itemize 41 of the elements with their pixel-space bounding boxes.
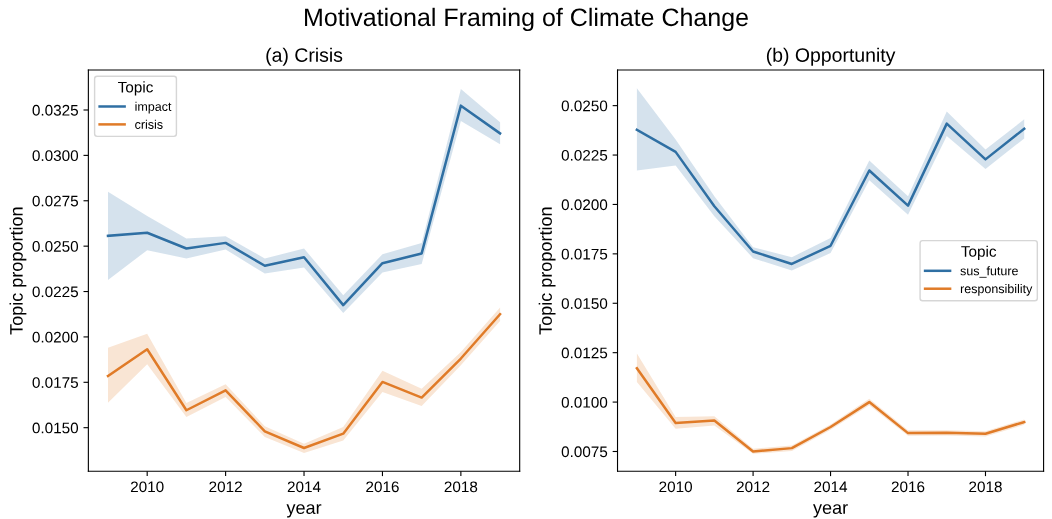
x-tick-label: 2012	[209, 481, 242, 493]
chart-title: (b) Opportunity	[766, 47, 896, 66]
y-tick-label: 0.0150	[561, 298, 608, 309]
x-tick-label: 2010	[130, 481, 164, 493]
legend-title: Topic	[961, 245, 997, 260]
x-axis-title: year	[813, 504, 848, 518]
y-tick-label: 0.0300	[32, 150, 79, 162]
x-tick-label: 2018	[969, 481, 1002, 493]
chart-title: (a) Crisis	[266, 47, 343, 66]
legend-label: sus_future	[960, 266, 1018, 278]
y-tick-label: 0.0100	[561, 396, 608, 408]
y-tick-label: 0.0075	[561, 446, 608, 458]
y-tick-label: 0.0125	[561, 347, 608, 359]
legend-label: impact	[135, 101, 172, 114]
y-tick-label: 0.0325	[32, 104, 79, 116]
x-tick-label: 2014	[287, 481, 321, 493]
y-tick-label: 0.0200	[32, 331, 79, 343]
y-tick-label: 0.0175	[561, 248, 608, 260]
y-tick-label: 0.0175	[32, 377, 79, 388]
x-tick-label: 2018	[444, 481, 478, 493]
x-tick-label: 2016	[891, 481, 925, 493]
x-axis-title: year	[286, 504, 322, 518]
legend-title: Topic	[118, 81, 153, 96]
y-tick-label: 0.0200	[561, 199, 608, 211]
y-tick-label: 0.0250	[561, 100, 608, 112]
legend-label: crisis	[135, 119, 163, 129]
y-tick-label: 0.0225	[32, 286, 79, 298]
x-tick-label: 2010	[659, 481, 693, 493]
x-tick-label: 2012	[736, 481, 770, 493]
y-axis-title: Topic proportion	[538, 207, 556, 335]
y-tick-label: 0.0150	[32, 422, 79, 434]
legend-label: responsibility	[960, 284, 1033, 296]
y-tick-label: 0.0250	[32, 241, 79, 252]
y-tick-label: 0.0275	[32, 195, 79, 207]
x-tick-label: 2014	[814, 481, 848, 493]
x-tick-label: 2016	[366, 481, 399, 493]
line-series	[635, 122, 1026, 266]
y-axis-title: Topic proportion	[9, 207, 27, 335]
line-series	[635, 367, 1026, 453]
y-tick-label: 0.0225	[561, 149, 608, 161]
text: Motivational Framing of Climate Change	[305, 7, 748, 32]
